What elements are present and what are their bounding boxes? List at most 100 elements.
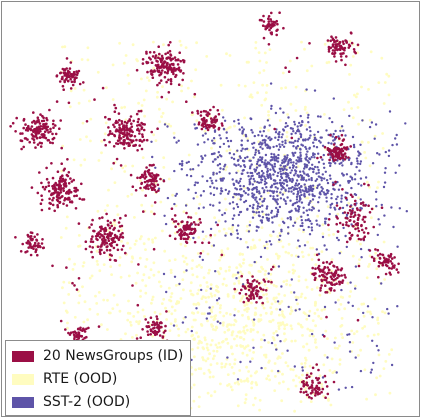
rte-point <box>81 285 84 289</box>
news-point <box>316 266 320 270</box>
rte-point <box>242 337 246 341</box>
sst2-point <box>308 158 312 161</box>
news-point <box>199 114 203 117</box>
rte-point <box>158 312 162 316</box>
rte-point <box>337 308 341 311</box>
sst2-point <box>251 192 254 195</box>
sst2-point <box>151 155 154 159</box>
sst2-point <box>356 159 359 163</box>
sst2-point <box>300 159 303 163</box>
rte-point <box>290 327 294 331</box>
rte-point <box>347 100 350 104</box>
news-point <box>206 114 209 118</box>
sst2-point <box>256 207 259 210</box>
rte-point <box>270 302 274 306</box>
rte-point <box>269 272 273 276</box>
rte-point <box>233 362 237 366</box>
sst2-point <box>218 162 222 166</box>
news-point <box>28 140 32 144</box>
sst2-point <box>232 196 235 199</box>
news-point <box>112 145 116 148</box>
rte-point <box>305 69 309 73</box>
rte-point <box>169 322 173 326</box>
rte-point <box>233 282 236 286</box>
sst2-point <box>328 212 331 216</box>
rte-point <box>294 254 298 258</box>
sst2-point <box>405 210 408 213</box>
news-point <box>316 390 320 394</box>
sst2-point <box>217 297 221 300</box>
sst2-point <box>271 221 274 224</box>
news-point <box>174 220 178 223</box>
rte-point <box>129 323 133 327</box>
rte-point <box>223 365 227 369</box>
sst2-point <box>222 127 226 131</box>
rte-point <box>109 265 113 268</box>
sst2-point <box>220 187 223 190</box>
news-point <box>338 47 342 50</box>
rte-point <box>264 269 267 273</box>
news-point <box>141 133 144 136</box>
rte-point <box>72 158 76 162</box>
rte-point <box>208 268 211 272</box>
sst2-point <box>303 163 306 166</box>
news-point <box>110 224 113 228</box>
sst2-point <box>236 271 240 274</box>
news-point <box>152 247 156 251</box>
news-point <box>36 116 40 119</box>
sst2-point <box>390 206 393 209</box>
sst2-point <box>265 207 268 210</box>
sst2-point <box>323 166 326 169</box>
news-point <box>51 132 54 136</box>
rte-point <box>214 328 217 332</box>
sst2-point <box>293 187 296 190</box>
news-point <box>52 119 55 123</box>
sst2-point <box>277 133 281 136</box>
sst2-point <box>289 161 293 164</box>
rte-point <box>215 362 219 365</box>
rte-point <box>299 400 303 403</box>
news-point <box>179 237 183 240</box>
rte-point <box>334 336 337 340</box>
rte-point <box>220 362 224 366</box>
news-point <box>124 251 127 255</box>
rte-point <box>82 88 86 92</box>
sst2-point <box>380 282 383 285</box>
sst2-point <box>335 201 339 205</box>
sst2-point <box>294 139 297 143</box>
news-point <box>42 135 45 138</box>
news-point <box>356 318 360 322</box>
rte-point <box>277 321 280 325</box>
sst2-point <box>341 172 344 175</box>
rte-point <box>232 371 236 375</box>
sst2-point <box>293 120 296 124</box>
rte-point <box>368 118 372 122</box>
news-point <box>315 363 319 366</box>
rte-point <box>262 306 266 310</box>
sst2-point <box>270 152 273 156</box>
rte-point <box>233 381 237 385</box>
rte-point <box>205 55 209 58</box>
news-point <box>108 258 112 262</box>
rte-point <box>191 273 195 277</box>
sst2-point <box>324 170 327 173</box>
rte-point <box>287 242 291 246</box>
news-point <box>65 266 68 269</box>
rte-point <box>373 134 377 138</box>
rte-point <box>218 258 221 262</box>
sst2-point <box>398 207 401 210</box>
rte-point <box>230 346 233 350</box>
rte-point <box>191 311 194 315</box>
sst2-point <box>270 243 273 246</box>
sst2-point <box>310 178 313 182</box>
news-point <box>149 333 152 336</box>
sst2-point <box>232 182 235 185</box>
rte-point <box>314 338 317 341</box>
news-point <box>117 238 121 242</box>
sst2-point <box>404 122 407 125</box>
news-point <box>135 112 139 116</box>
rte-point <box>280 217 284 221</box>
legend-swatch-20newsgroups <box>12 350 34 362</box>
sst2-point <box>318 196 321 199</box>
rte-point <box>204 289 208 292</box>
